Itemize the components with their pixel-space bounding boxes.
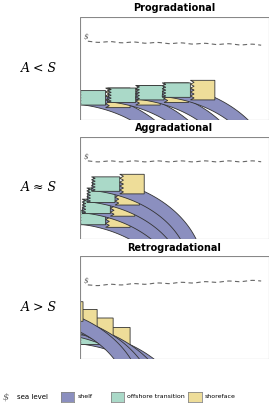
Polygon shape <box>87 188 115 202</box>
Polygon shape <box>91 178 201 254</box>
Text: shelf: shelf <box>78 394 93 399</box>
Text: A ≈ S: A ≈ S <box>21 181 57 194</box>
Polygon shape <box>106 88 130 108</box>
Polygon shape <box>44 313 154 389</box>
Text: Retrogradational: Retrogradational <box>128 243 221 253</box>
Polygon shape <box>77 211 187 288</box>
Text: Aggradational: Aggradational <box>135 123 214 133</box>
Polygon shape <box>162 83 190 97</box>
Text: A < S: A < S <box>21 62 57 75</box>
Polygon shape <box>107 88 136 102</box>
Polygon shape <box>73 310 97 329</box>
Polygon shape <box>164 83 188 102</box>
Polygon shape <box>190 80 215 100</box>
Text: $: $ <box>84 276 89 284</box>
Polygon shape <box>77 330 106 344</box>
Polygon shape <box>82 200 191 276</box>
Polygon shape <box>136 87 245 163</box>
Polygon shape <box>30 305 140 382</box>
Polygon shape <box>115 186 140 205</box>
Polygon shape <box>120 174 144 194</box>
Text: A > S: A > S <box>21 301 57 314</box>
Text: offshore transition: offshore transition <box>127 394 185 399</box>
Polygon shape <box>106 208 130 227</box>
Text: $: $ <box>3 392 9 402</box>
Polygon shape <box>58 302 83 321</box>
Polygon shape <box>89 318 113 338</box>
Polygon shape <box>136 85 164 100</box>
Polygon shape <box>77 210 106 225</box>
Text: $: $ <box>84 33 89 41</box>
Text: shoreface: shoreface <box>205 394 236 399</box>
Polygon shape <box>77 91 106 105</box>
Polygon shape <box>60 320 89 335</box>
Polygon shape <box>110 197 135 216</box>
Text: Progradational: Progradational <box>134 3 216 13</box>
Polygon shape <box>30 304 58 319</box>
Polygon shape <box>107 89 217 165</box>
Text: sea level: sea level <box>17 394 48 400</box>
Polygon shape <box>60 321 170 398</box>
Polygon shape <box>162 84 271 160</box>
Polygon shape <box>77 92 187 168</box>
Text: $: $ <box>84 152 89 160</box>
Polygon shape <box>136 85 160 105</box>
Polygon shape <box>87 189 196 265</box>
Polygon shape <box>44 312 73 326</box>
Polygon shape <box>91 177 120 192</box>
Polygon shape <box>82 199 110 214</box>
Polygon shape <box>106 328 130 347</box>
Polygon shape <box>77 331 187 407</box>
